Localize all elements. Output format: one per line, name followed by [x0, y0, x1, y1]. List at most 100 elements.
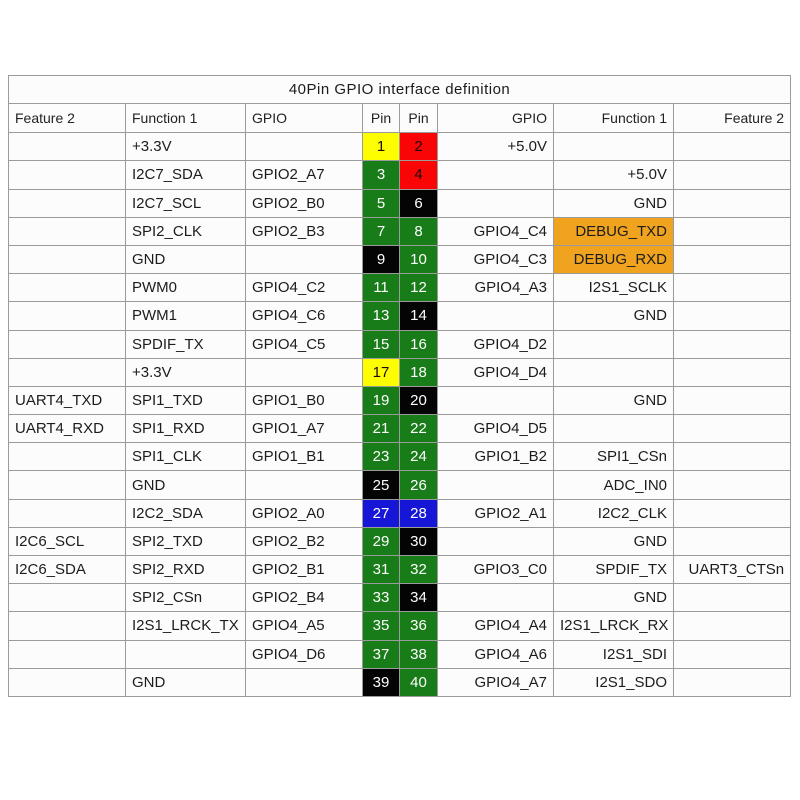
- gpio-right-cell: GPIO4_A3: [437, 273, 554, 303]
- feature2-left-cell: [8, 667, 126, 697]
- feature2-left-cell: [8, 442, 126, 472]
- function1-left-cell: SPI2_RXD: [125, 554, 246, 585]
- gpio-right-cell: GPIO2_A1: [437, 498, 554, 528]
- gpio-right-cell: GPIO4_D4: [437, 357, 554, 387]
- feature2-right-cell: UART3_CTSn: [672, 554, 792, 585]
- pin-row: SPI2_CSn GPIO2_B4 33 34 GND: [8, 583, 792, 613]
- feature2-left-cell: [8, 244, 126, 275]
- function1-right-cell: GND: [553, 188, 674, 218]
- gpio-left-cell: GPIO1_B1: [245, 442, 363, 472]
- feature2-left-cell: [8, 498, 126, 528]
- pin-row: I2C7_SCL GPIO2_B0 5 6 GND: [8, 188, 792, 218]
- pin-right-cell: 32: [399, 554, 438, 585]
- function1-left-cell: SPI2_CLK: [125, 216, 246, 246]
- feature2-left-cell: [8, 329, 126, 359]
- pin-row: PWM0 GPIO4_C2 11 12 GPIO4_A3 I2S1_SCLK: [8, 273, 792, 303]
- feature2-left-cell: UART4_TXD: [8, 385, 126, 416]
- feature2-right-cell: [672, 414, 792, 444]
- pin-right-cell: 10: [399, 244, 438, 275]
- function1-right-cell: [553, 329, 674, 359]
- pin-row: +3.3V 17 18 GPIO4_D4: [8, 357, 792, 387]
- pin-left-cell: 17: [362, 357, 400, 387]
- function1-right-cell: SPDIF_TX: [553, 554, 674, 585]
- header-function1-left: Function 1: [125, 103, 246, 134]
- header-gpio-left: GPIO: [245, 103, 363, 134]
- pin-right-cell: 4: [399, 160, 438, 190]
- feature2-left-cell: [8, 273, 126, 303]
- title-row: 40Pin GPIO interface definition: [7, 74, 792, 105]
- pin-left-cell: 29: [362, 526, 400, 557]
- pin-right-cell: 8: [399, 216, 438, 246]
- feature2-left-cell: UART4_RXD: [8, 414, 126, 444]
- feature2-right-cell: [672, 385, 792, 416]
- feature2-right-cell: [672, 470, 792, 500]
- pin-row: I2C6_SCL SPI2_TXD GPIO2_B2 29 30 GND: [8, 526, 792, 557]
- gpio-left-cell: GPIO2_B4: [245, 583, 363, 613]
- gpio-right-cell: [437, 385, 554, 416]
- pin-left-cell: 1: [362, 132, 400, 162]
- feature2-right-cell: [672, 244, 792, 275]
- function1-right-cell: I2C2_CLK: [553, 498, 674, 528]
- header-feature2-left: Feature 2: [8, 103, 126, 134]
- function1-right-cell: ADC_IN0: [553, 470, 674, 500]
- gpio-left-cell: GPIO2_B0: [245, 188, 363, 218]
- feature2-left-cell: [8, 216, 126, 246]
- function1-left-cell: GND: [125, 667, 246, 697]
- gpio-left-cell: GPIO4_A5: [245, 611, 363, 641]
- feature2-right-cell: [672, 639, 792, 669]
- feature2-left-cell: [8, 188, 126, 218]
- feature2-right-cell: [672, 583, 792, 613]
- pin-row: UART4_RXD SPI1_RXD GPIO1_A7 21 22 GPIO4_D5: [8, 414, 792, 444]
- gpio-left-cell: [245, 470, 363, 500]
- feature2-left-cell: I2C6_SCL: [8, 526, 126, 557]
- pin-row: I2C6_SDA SPI2_RXD GPIO2_B1 31 32 GPIO3_C0 SPDI…: [8, 554, 792, 585]
- gpio-left-cell: [245, 132, 363, 162]
- gpio-left-cell: GPIO4_C5: [245, 329, 363, 359]
- pin-right-cell: 14: [399, 301, 438, 331]
- feature2-left-cell: [8, 470, 126, 500]
- feature2-right-cell: [672, 188, 792, 218]
- function1-right-cell: +5.0V: [553, 160, 674, 190]
- pin-row: +3.3V 1 2 +5.0V: [8, 132, 792, 162]
- gpio-left-cell: GPIO4_C6: [245, 301, 363, 331]
- pin-left-cell: 3: [362, 160, 400, 190]
- function1-left-cell: I2C7_SDA: [125, 160, 246, 190]
- pin-row: GPIO4_D6 37 38 GPIO4_A6 I2S1_SDI: [8, 639, 792, 669]
- function1-left-cell: [125, 639, 246, 669]
- gpio-left-cell: GPIO4_C2: [245, 273, 363, 303]
- feature2-left-cell: [8, 301, 126, 331]
- pin-left-cell: 25: [362, 470, 400, 500]
- pin-right-cell: 28: [399, 498, 438, 528]
- gpio-left-cell: GPIO4_D6: [245, 639, 363, 669]
- feature2-right-cell: [672, 667, 792, 697]
- feature2-left-cell: [8, 160, 126, 190]
- pin-right-cell: 40: [399, 667, 438, 697]
- gpio-left-cell: GPIO2_B1: [245, 554, 363, 585]
- pin-left-cell: 11: [362, 273, 400, 303]
- function1-left-cell: I2S1_LRCK_TX: [125, 611, 246, 641]
- pin-left-cell: 13: [362, 301, 400, 331]
- pin-right-cell: 12: [399, 273, 438, 303]
- gpio-right-cell: [437, 526, 554, 557]
- feature2-left-cell: [8, 357, 126, 387]
- gpio-left-cell: GPIO1_A7: [245, 414, 363, 444]
- pin-row: GND 25 26 ADC_IN0: [8, 470, 792, 500]
- feature2-right-cell: [672, 132, 792, 162]
- pin-right-cell: 20: [399, 385, 438, 416]
- pin-row: I2S1_LRCK_TX GPIO4_A5 35 36 GPIO4_A4 I2S1_LRC…: [8, 611, 792, 641]
- feature2-left-cell: [8, 611, 126, 641]
- function1-left-cell: +3.3V: [125, 132, 246, 162]
- gpio-table: 40Pin GPIO interface definition Feature …: [7, 74, 792, 697]
- gpio-right-cell: [437, 188, 554, 218]
- function1-left-cell: I2C7_SCL: [125, 188, 246, 218]
- header-gpio-right: GPIO: [437, 103, 554, 134]
- function1-right-cell: GND: [553, 583, 674, 613]
- page-title: 40Pin GPIO interface definition: [7, 74, 792, 105]
- function1-left-cell: SPI1_RXD: [125, 414, 246, 444]
- gpio-right-cell: [437, 160, 554, 190]
- header-feature2-right: Feature 2: [672, 103, 792, 134]
- function1-right-cell: DEBUG_TXD: [553, 216, 674, 246]
- gpio-right-cell: GPIO4_C3: [437, 244, 554, 275]
- feature2-left-cell: [8, 583, 126, 613]
